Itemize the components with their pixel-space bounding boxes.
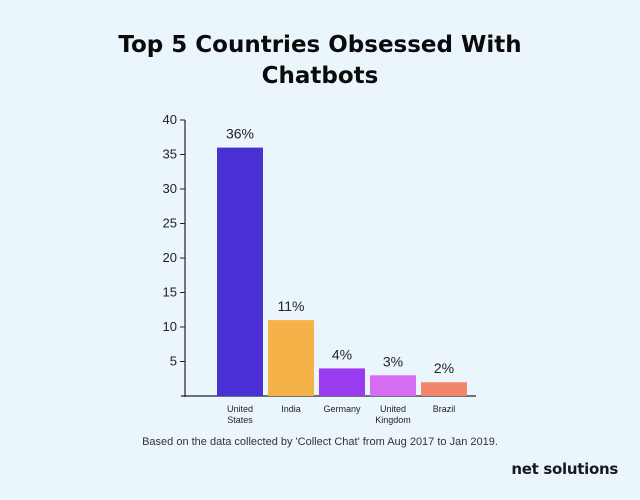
category-label: Kingdom — [375, 415, 411, 425]
chart-title-line-1: Top 5 Countries Obsessed With — [118, 32, 522, 58]
bar — [421, 382, 467, 396]
category-label: India — [281, 404, 301, 414]
data-label: 11% — [278, 298, 305, 314]
source-note: Based on the data collected by 'Collect … — [142, 436, 498, 448]
chart-axes: 5 10 15 20 25 30 35 40 — [163, 112, 476, 397]
data-label: 36% — [226, 126, 254, 142]
brand-logo: net solutions — [511, 460, 618, 478]
category-label: United — [380, 404, 406, 414]
y-tick-label: 15 — [163, 285, 177, 300]
chart-bars — [217, 147, 467, 396]
category-label: United — [227, 404, 253, 414]
data-label: 2% — [434, 360, 454, 376]
y-tick-label: 5 — [170, 354, 177, 369]
category-label: Brazil — [433, 404, 456, 414]
data-label: 4% — [332, 346, 352, 362]
data-label: 3% — [383, 353, 403, 369]
bar — [217, 147, 263, 396]
y-tick-label: 25 — [163, 216, 177, 231]
y-tick-label: 30 — [163, 181, 177, 196]
bar — [319, 368, 365, 396]
y-tick-label: 20 — [163, 250, 177, 265]
chart-title-line-2: Chatbots — [261, 63, 379, 89]
y-tick-label: 10 — [163, 319, 177, 334]
y-tick-label: 40 — [163, 112, 177, 127]
chart-title: Top 5 Countries Obsessed With Chatbots — [0, 30, 640, 92]
category-label: Germany — [323, 404, 361, 414]
bar — [370, 375, 416, 396]
chart-labels: 36%UnitedStates11%India4%Germany3%United… — [226, 126, 455, 425]
y-tick-label: 35 — [163, 147, 177, 162]
category-label: States — [227, 415, 253, 425]
bar — [268, 320, 314, 396]
